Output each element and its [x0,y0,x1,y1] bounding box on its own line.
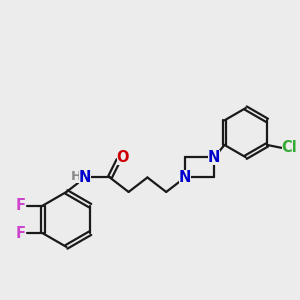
Text: H: H [71,169,82,182]
Text: N: N [208,150,220,165]
Text: O: O [117,150,129,165]
Text: F: F [15,198,25,213]
Text: N: N [79,170,92,185]
Text: N: N [179,170,191,185]
Text: F: F [15,226,25,241]
Text: Cl: Cl [282,140,298,155]
